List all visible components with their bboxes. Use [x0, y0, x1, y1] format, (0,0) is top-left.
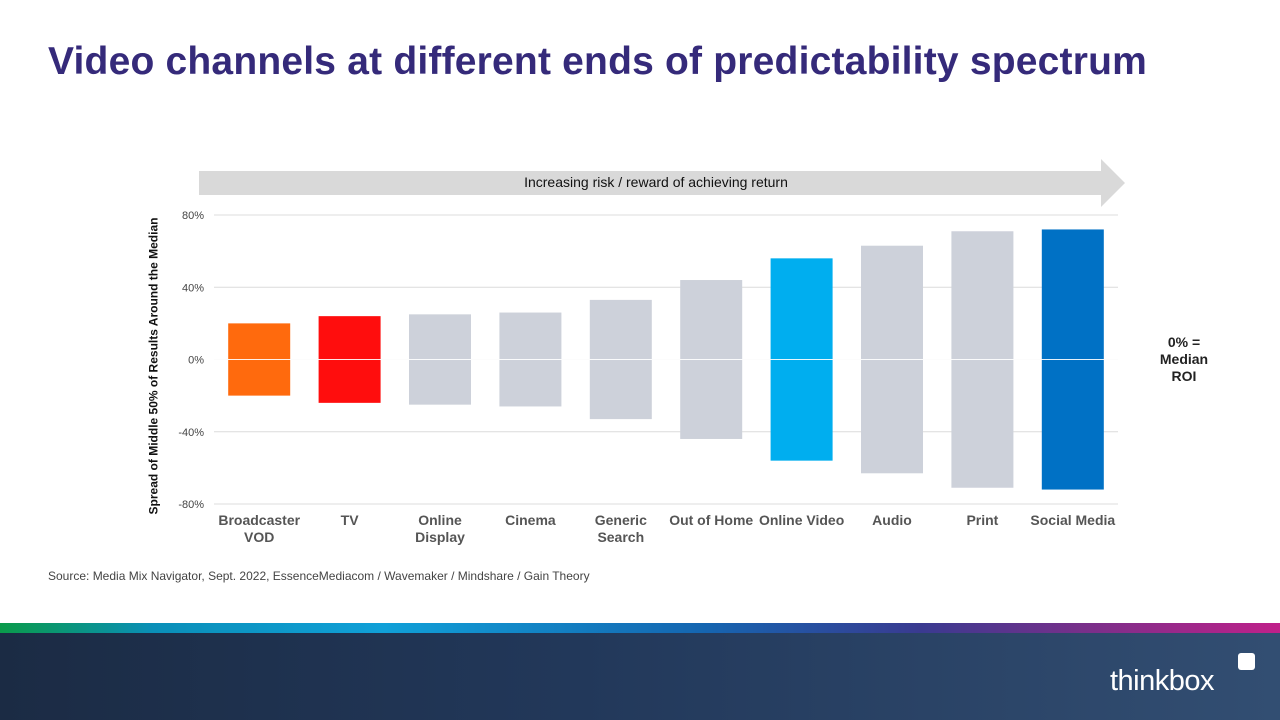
x-category-line: Print: [966, 512, 998, 528]
x-category-line: Cinema: [505, 512, 556, 528]
slide-title: Video channels at different ends of pred…: [48, 40, 1147, 83]
x-category-label: Broadcaster VOD: [218, 512, 300, 545]
x-category-label: Cinema: [505, 512, 556, 528]
range-bar-chart: 80% 40% 0% -40% -80% Broadcaster VOD TV Online Di…: [178, 210, 1118, 545]
y-axis-label: Spread of Middle 50% of Results Around t…: [146, 217, 161, 515]
logo-square-icon: [1238, 653, 1255, 670]
x-category-label: Online Display: [415, 512, 465, 545]
x-category-line: Search: [597, 529, 644, 545]
y-tick-label: -40%: [178, 427, 204, 439]
x-category-line: Audio: [872, 512, 912, 528]
x-category-label: TV: [341, 512, 360, 528]
x-category-label: Out of Home: [669, 512, 753, 528]
x-category-label: Audio: [872, 512, 912, 528]
x-category-line: Out of Home: [669, 512, 753, 528]
x-category-label: Online Video: [759, 512, 844, 528]
footer-bar: [0, 633, 1280, 720]
source-note: Source: Media Mix Navigator, Sept. 2022,…: [48, 569, 590, 583]
arrow-label: Increasing risk / reward of achieving re…: [524, 174, 788, 190]
annotation-line-2: Median: [1159, 351, 1209, 367]
median-annotation: 0% = Median ROI: [1148, 334, 1220, 385]
y-tick-label: 0%: [188, 355, 204, 367]
x-category-line: Broadcaster: [218, 512, 300, 528]
annotation-line-1: 0% =: [1167, 334, 1201, 350]
x-category-label: Generic Search: [595, 512, 647, 545]
y-tick-label: 40%: [182, 282, 204, 294]
arrow-right-icon: [199, 159, 1125, 207]
annotation-line-3: ROI: [1171, 368, 1197, 384]
risk-reward-arrow: Increasing risk / reward of achieving re…: [199, 158, 1125, 208]
thinkbox-logo: thinkbox: [1110, 665, 1215, 697]
x-category-label: Social Media: [1030, 512, 1115, 528]
x-category-line: TV: [341, 512, 360, 528]
x-category-line: Online Video: [759, 512, 844, 528]
y-tick-label: -80%: [178, 499, 204, 511]
x-category-line: VOD: [244, 529, 274, 545]
x-category-line: Display: [415, 529, 465, 545]
footer-gradient-stripe: [0, 623, 1280, 633]
x-category-line: Generic: [595, 512, 647, 528]
x-category-label: Print: [966, 512, 998, 528]
x-category-line: Online: [418, 512, 462, 528]
x-category-line: Social Media: [1030, 512, 1115, 528]
y-tick-label: 80%: [182, 210, 204, 222]
